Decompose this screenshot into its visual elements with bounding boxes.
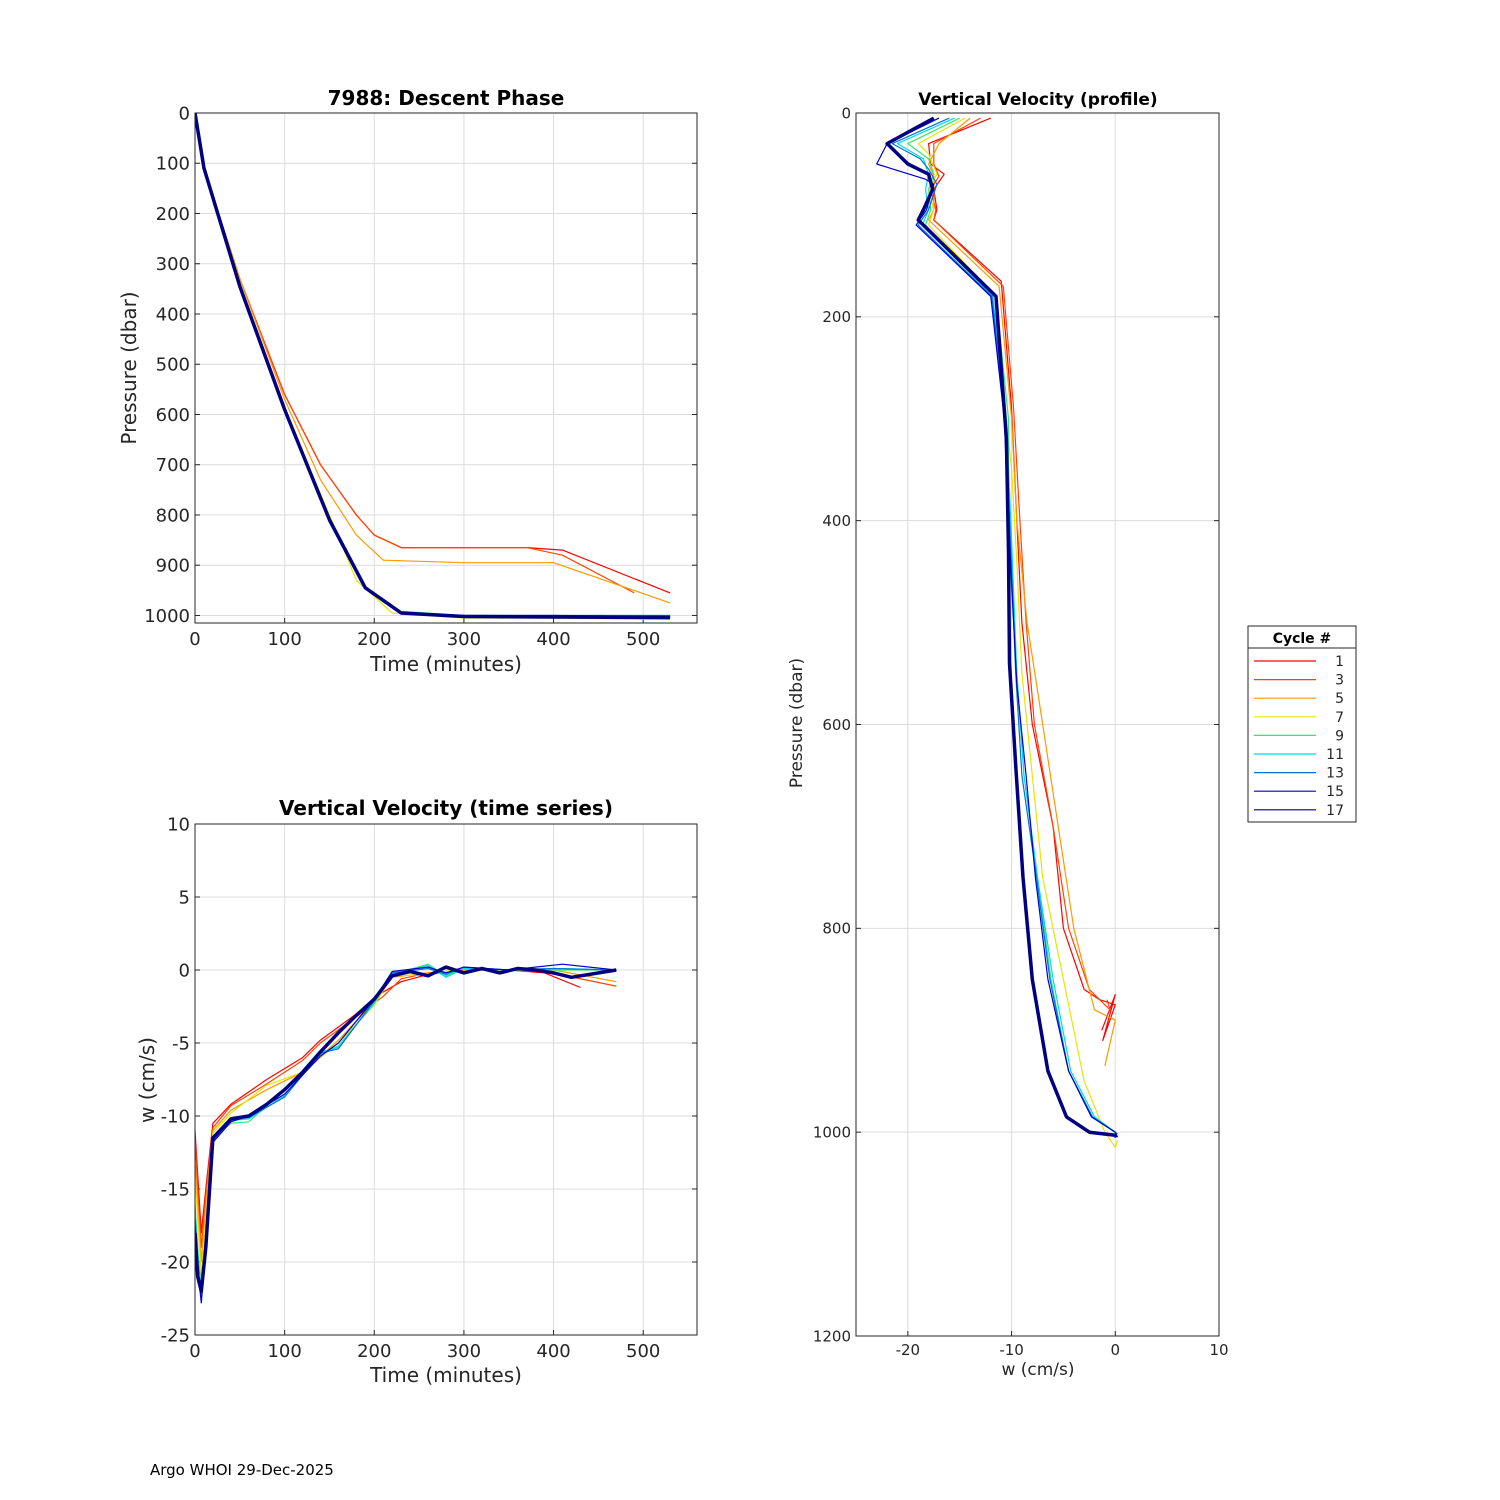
legend-box [1247, 625, 1357, 823]
velocity-profile-chart-title: Vertical Velocity (profile) [918, 90, 1157, 110]
velocity-profile-series-group [876, 116, 1118, 1149]
legend-item-cycle-17: 17 [1254, 803, 1344, 819]
velocity-profile-y-tick-label: 1200 [813, 1327, 851, 1345]
descent-y-tick-label: 200 [156, 204, 190, 225]
velocity-ts-y-tick-label: -25 [161, 1325, 190, 1346]
legend-item-cycle-11: 11 [1254, 747, 1344, 763]
legend-label: 13 [1326, 766, 1344, 782]
velocity-ts-series-group [195, 963, 617, 1304]
legend-item-cycle-1: 1 [1254, 654, 1344, 670]
velocity-time-series-chart: Vertical Velocity (time series) Time (mi… [135, 796, 698, 1387]
footer-credit: Argo WHOI 29-Dec-2025 [150, 1461, 334, 1479]
descent-y-tick-label: 400 [156, 304, 190, 325]
velocity-profile-y-tick-label: 200 [822, 308, 851, 326]
velocity-ts-x-tick-label: 200 [357, 1341, 391, 1362]
legend-label: 1 [1335, 654, 1344, 670]
descent-x-tick-label: 0 [189, 629, 200, 650]
descent-y-axis-label: Pressure (dbar) [117, 291, 141, 444]
velocity-ts-grid [194, 823, 697, 1336]
velocity-ts-y-axis-label: w (cm/s) [135, 1037, 159, 1123]
descent-axes-frame [194, 112, 698, 624]
legend-item-cycle-15: 15 [1254, 784, 1344, 800]
velocity-profile-x-tick-label: 0 [1111, 1341, 1121, 1359]
velocity-profile-y-tick-label: 1000 [813, 1123, 851, 1141]
velocity-ts-y-tick-label: -5 [172, 1033, 190, 1054]
descent-x-tick-label: 100 [267, 629, 301, 650]
legend-item-cycle-5: 5 [1254, 691, 1344, 707]
velocity-ts-x-tick-label: 100 [267, 1341, 301, 1362]
descent-y-tick-label: 700 [156, 455, 190, 476]
velocity-ts-x-axis-label: Time (minutes) [369, 1363, 522, 1387]
velocity-ts-y-tick-label: -15 [161, 1179, 190, 1200]
legend-label: 3 [1335, 673, 1344, 689]
descent-x-tick-label: 500 [626, 629, 660, 650]
legend-item-cycle-3: 3 [1254, 673, 1344, 689]
descent-x-tick-label: 200 [357, 629, 391, 650]
velocity-profile-grid [856, 112, 1220, 1337]
legend-label: 17 [1326, 803, 1344, 819]
velocity-profile-x-tick-label: -20 [896, 1341, 921, 1359]
descent-y-tick-label: 500 [156, 355, 190, 376]
descent-x-tick-label: 400 [536, 629, 570, 650]
velocity-ts-x-tick-label: 500 [626, 1341, 660, 1362]
velocity-profile-y-tick-label: 400 [822, 512, 851, 530]
descent-y-tick-label: 900 [156, 556, 190, 577]
velocity-profile-y-tick-label: 800 [822, 920, 851, 938]
velocity-profile-axes-frame [855, 112, 1220, 1337]
descent-y-tick-label: 1000 [144, 606, 190, 627]
legend-label: 9 [1335, 728, 1344, 744]
descent-series-cycle-17 [195, 113, 671, 620]
descent-series-group [195, 113, 671, 621]
velocity-ts-y-tick-label: 0 [179, 960, 190, 981]
legend-title: Cycle # [1273, 631, 1332, 647]
legend-label: 15 [1326, 784, 1344, 800]
legend-item-cycle-7: 7 [1254, 710, 1344, 726]
velocity-profile-series-cycle-1 [927, 117, 1116, 1042]
velocity-profile-x-axis-label: w (cm/s) [1001, 1360, 1074, 1380]
descent-phase-chart: 7988: Descent Phase Time (minutes) Press… [117, 86, 698, 676]
descent-y-tick-label: 0 [179, 103, 190, 124]
velocity-ts-axes-frame [194, 823, 698, 1336]
velocity-ts-y-tick-label: 10 [167, 814, 190, 835]
descent-chart-title: 7988: Descent Phase [328, 86, 565, 110]
legend-item-cycle-9: 9 [1254, 728, 1344, 744]
velocity-profile-series-cycle-17 [885, 116, 1118, 1139]
legend-item-cycle-13: 13 [1254, 766, 1344, 782]
velocity-profile-y-tick-label: 0 [841, 104, 851, 122]
velocity-profile-series-cycle-11 [896, 117, 1117, 1138]
descent-y-tick-label: 100 [156, 154, 190, 175]
velocity-ts-x-tick-label: 300 [447, 1341, 481, 1362]
legend-label: 11 [1326, 747, 1344, 763]
velocity-ts-x-tick-label: 0 [189, 1341, 200, 1362]
descent-x-axis-label: Time (minutes) [369, 652, 522, 676]
velocity-profile-y-tick-label: 600 [822, 716, 851, 734]
velocity-ts-x-tick-label: 400 [536, 1341, 570, 1362]
legend-label: 5 [1335, 691, 1344, 707]
velocity-profile-y-axis-label: Pressure (dbar) [787, 658, 807, 788]
velocity-ts-chart-title: Vertical Velocity (time series) [279, 796, 613, 820]
velocity-profile-series-cycle-3 [930, 117, 1111, 1011]
descent-y-tick-label: 300 [156, 254, 190, 275]
velocity-profile-x-tick-label: -10 [999, 1341, 1024, 1359]
velocity-ts-y-tick-label: 5 [179, 887, 190, 908]
velocity-profile-series-cycle-5 [927, 117, 1116, 1067]
velocity-ts-series-cycle-17 [195, 965, 617, 1293]
descent-y-tick-label: 600 [156, 405, 190, 426]
velocity-ts-plot-area [195, 824, 697, 1335]
descent-x-tick-label: 300 [447, 629, 481, 650]
descent-grid [194, 112, 697, 623]
velocity-profile-x-tick-label: 10 [1209, 1341, 1228, 1359]
velocity-ts-y-tick-label: -10 [161, 1106, 190, 1127]
descent-plot-area [195, 113, 697, 623]
legend-label: 7 [1335, 710, 1344, 726]
velocity-ts-y-tick-label: -20 [161, 1252, 190, 1273]
descent-y-tick-label: 800 [156, 505, 190, 526]
velocity-profile-series-cycle-7 [917, 117, 1118, 1149]
velocity-profile-chart: Vertical Velocity (profile) w (cm/s) Pre… [787, 90, 1229, 1380]
